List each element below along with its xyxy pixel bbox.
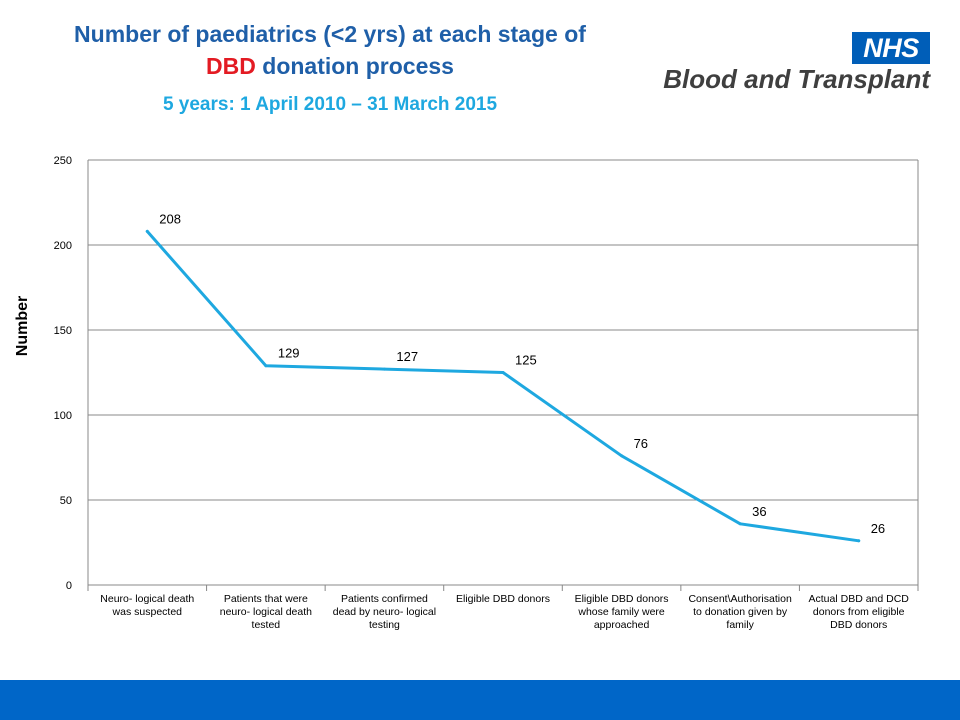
data-label: 76: [634, 436, 648, 451]
line-chart: 0 50 100 150 200 250 Neuro- logical death was s…: [54, 155, 919, 631]
data-point: [264, 364, 268, 368]
data-label: 26: [871, 521, 885, 536]
data-label: 36: [752, 504, 766, 519]
data-point: [501, 371, 505, 374]
y-tick-label: 50: [60, 495, 72, 507]
x-tick-label: Patients that were neuro- logical death te…: [220, 593, 312, 631]
title-rest: donation process: [255, 53, 454, 79]
data-point: [145, 229, 149, 233]
data-label: 125: [515, 353, 537, 368]
title-dbd: DBD: [206, 53, 256, 79]
chart-title: Number of paediatrics (<2 yrs) at each s…: [0, 18, 660, 82]
chart-subtitle: 5 years: 1 April 2010 – 31 March 2015: [162, 94, 498, 115]
x-tick-label: Eligible DBD donors: [456, 593, 550, 605]
y-tick-label: 250: [54, 155, 72, 167]
data-point: [857, 539, 861, 543]
x-tick-label: Eligible DBD donors whose family were appr…: [575, 593, 669, 631]
x-tick-label: Consent\Authorisation to donation given b…: [688, 593, 791, 631]
nhs-logo-box: NHS: [852, 32, 930, 64]
y-tick-label: 200: [54, 240, 72, 252]
data-label: 127: [396, 349, 418, 364]
title-line-1: Number of paediatrics (<2 yrs) at each s…: [74, 21, 586, 47]
data-label: 129: [278, 346, 300, 361]
y-tick-label: 100: [54, 410, 72, 422]
logo-org-name: Blood and Transplant: [663, 64, 930, 94]
series-line: [145, 229, 861, 543]
footer-bar: [0, 680, 960, 720]
data-point: [620, 454, 624, 458]
data-point: [382, 367, 386, 371]
title-line-2: DBD donation process: [0, 50, 660, 82]
x-tick-label: Neuro- logical death was suspected: [100, 593, 194, 618]
x-tick-label: Actual DBD and DCD donors from eligible DB…: [809, 593, 910, 631]
nhsbt-logo: NHS Blood and Transplant: [655, 32, 930, 102]
data-point: [738, 522, 742, 526]
x-tick-label: Patients confirmed dead by neuro- logical…: [333, 593, 436, 631]
data-label: 208: [159, 211, 181, 226]
y-tick-label: 150: [54, 325, 72, 337]
y-tick-label: 0: [66, 580, 72, 592]
